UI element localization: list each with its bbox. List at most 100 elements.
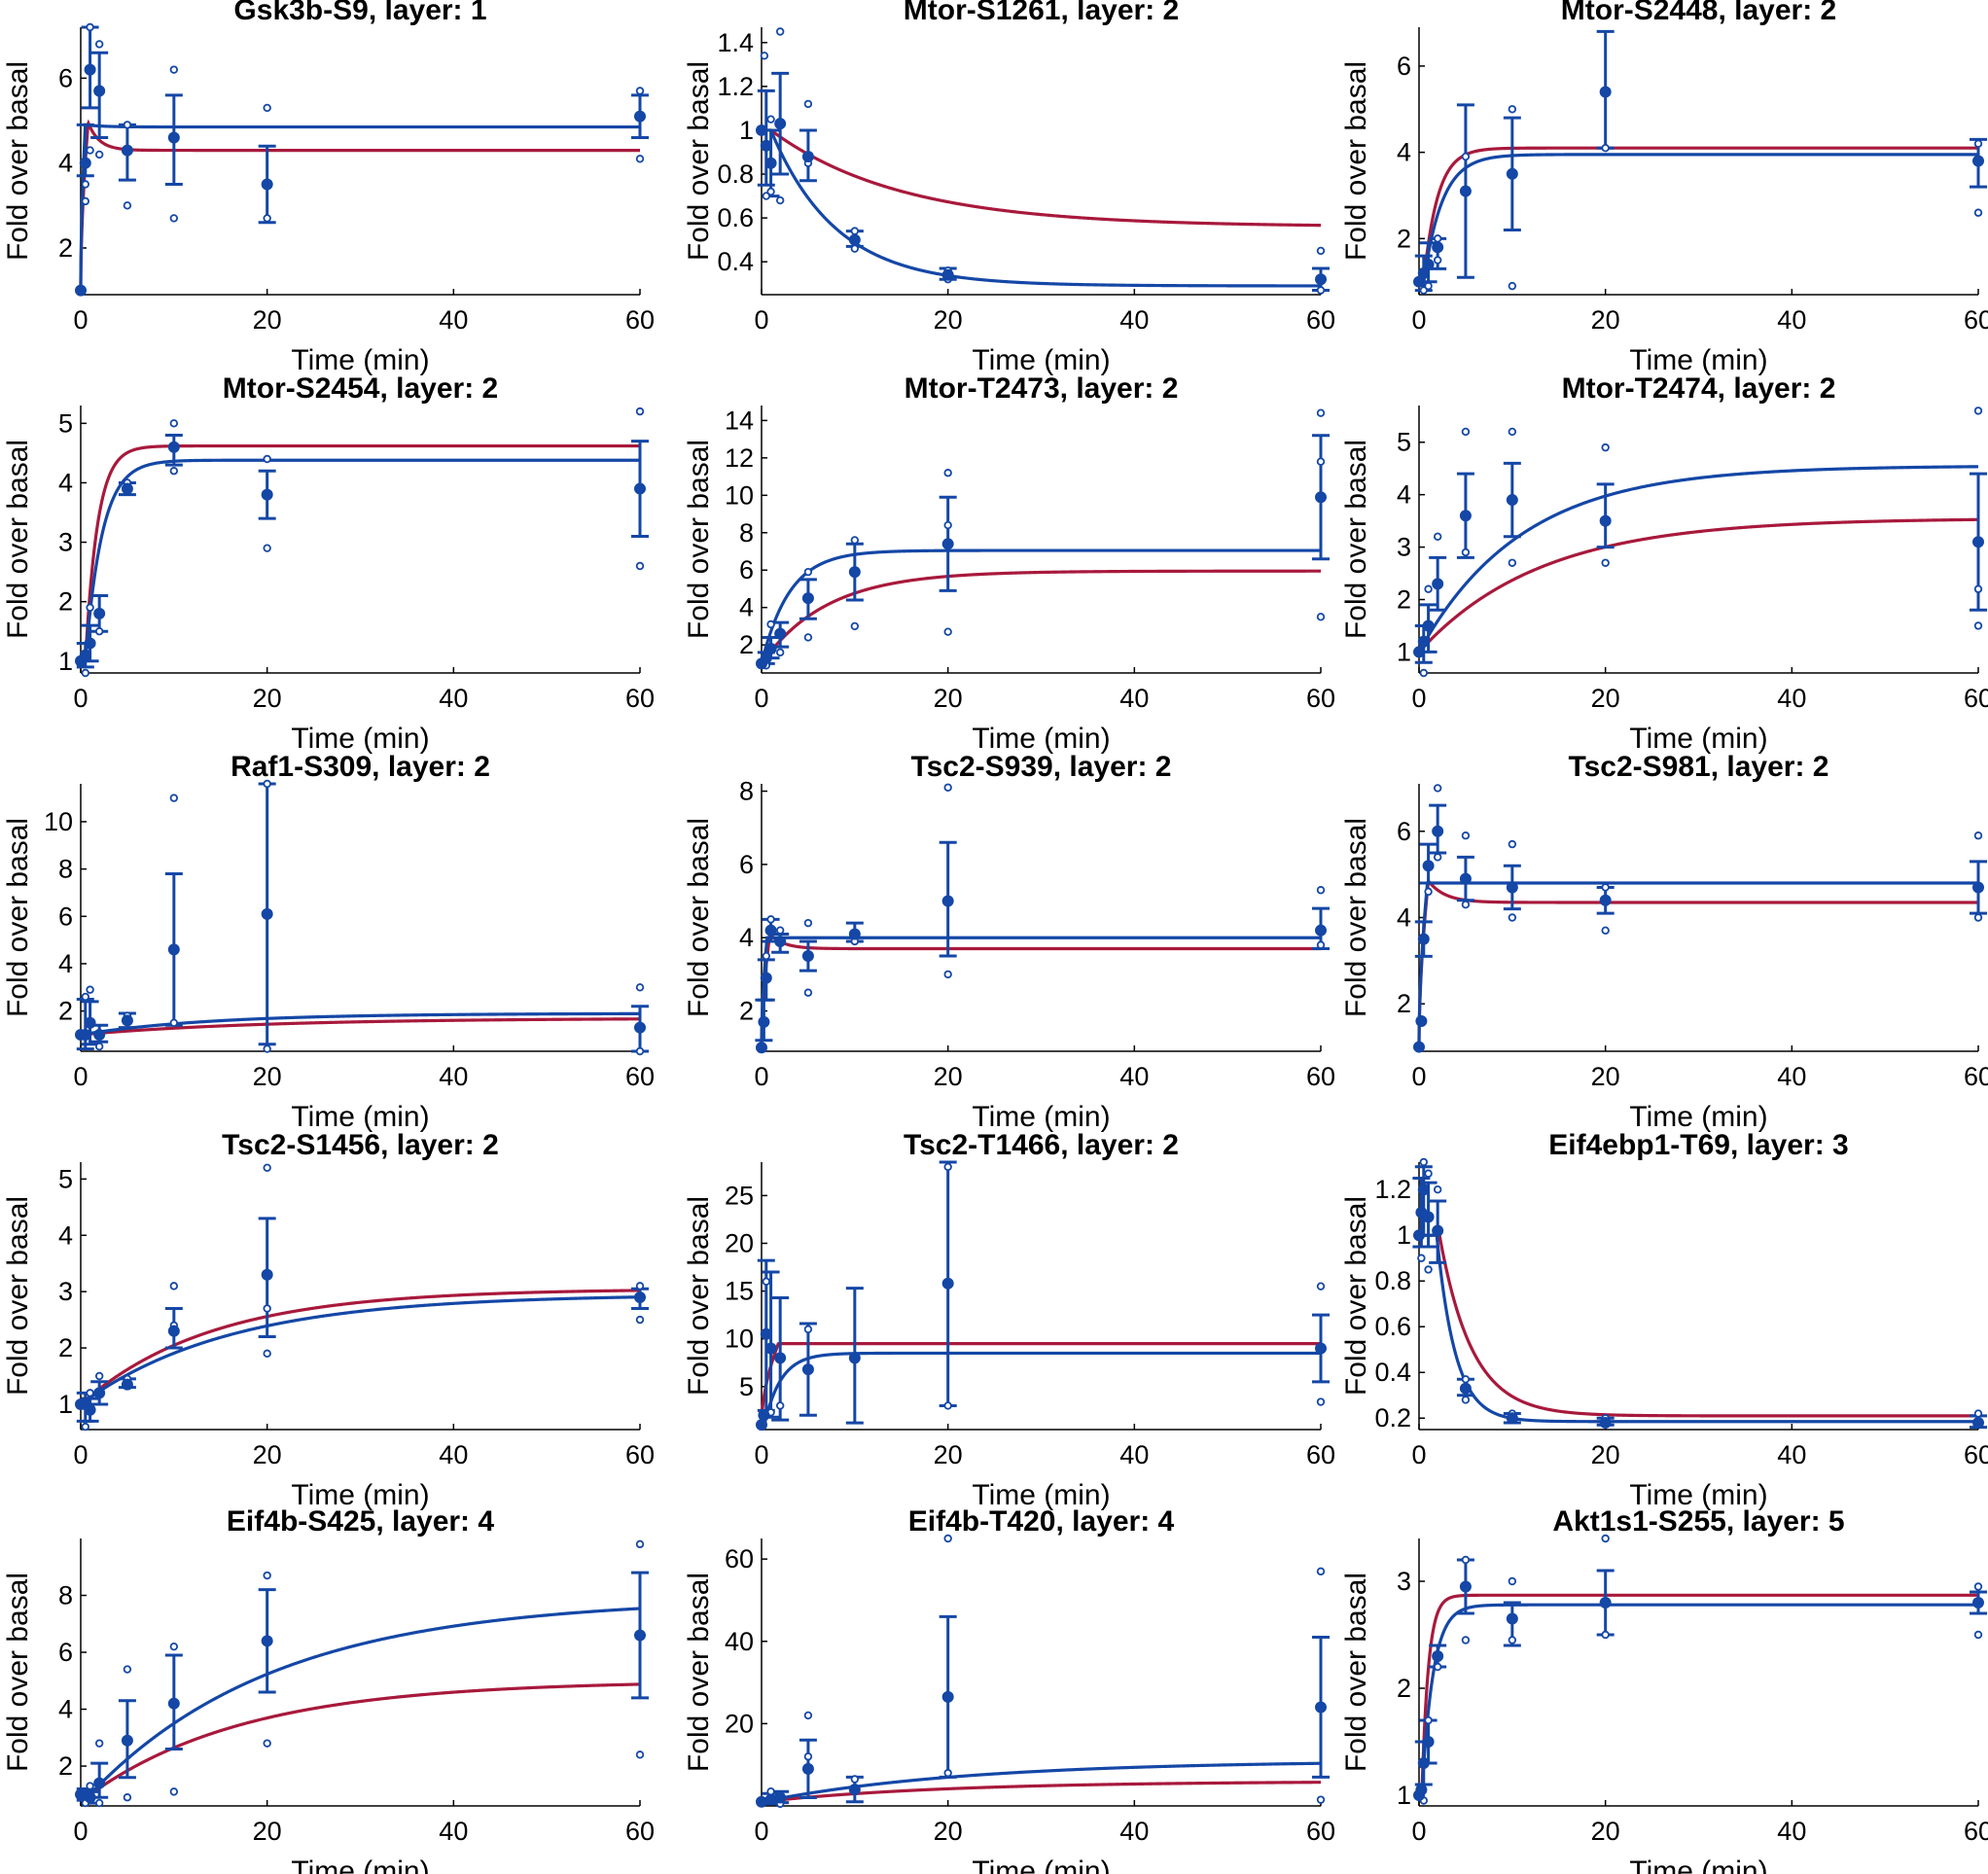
- replicate-point: [850, 227, 860, 235]
- mean-point: [1432, 578, 1444, 590]
- mean-point: [1506, 1612, 1518, 1625]
- replicate-point: [94, 150, 104, 159]
- replicate-point: [169, 214, 179, 223]
- mean-point: [93, 1777, 106, 1789]
- replicate-point: [1461, 548, 1471, 557]
- y-tick-label: 5: [58, 408, 73, 438]
- chart-title: Mtor-S1261, layer: 2: [904, 0, 1179, 26]
- y-tick-label: 60: [725, 1544, 754, 1573]
- replicate-point: [169, 1642, 179, 1651]
- mean-point: [756, 124, 767, 136]
- replicate-point: [1433, 784, 1442, 793]
- replicate-point: [1424, 1169, 1433, 1178]
- mean-point: [121, 482, 133, 495]
- model-curve-blue: [79, 123, 640, 291]
- replicate-point: [94, 627, 104, 636]
- plot-area: [75, 1163, 649, 1432]
- y-tick-label: 2: [58, 587, 73, 617]
- mean-point: [1417, 933, 1430, 945]
- replicate-point: [1424, 1715, 1433, 1725]
- replicate-point: [1508, 427, 1517, 437]
- replicate-point: [86, 1782, 94, 1790]
- replicate-point: [1508, 1576, 1517, 1586]
- replicate-point: [1316, 886, 1326, 895]
- y-tick-label: 2: [1397, 1674, 1411, 1703]
- replicate-point: [775, 926, 785, 935]
- replicate-point: [169, 65, 179, 74]
- mean-point: [760, 972, 772, 984]
- mean-point: [1422, 1211, 1435, 1223]
- replicate-point: [1508, 913, 1517, 922]
- y-tick-label: 1: [1397, 1220, 1411, 1250]
- model-curve-red: [1419, 1233, 1978, 1418]
- mean-point: [121, 144, 133, 157]
- x-tick-label: 0: [1411, 305, 1426, 335]
- replicate-point: [943, 469, 952, 477]
- y-tick-label: 0.4: [1374, 1358, 1411, 1387]
- mean-point: [634, 1291, 646, 1303]
- mean-point: [1972, 881, 1984, 894]
- y-tick-label: 20: [725, 1709, 754, 1738]
- replicate-point: [1316, 1795, 1326, 1804]
- replicate-point: [1461, 900, 1471, 909]
- replicate-point: [1461, 1396, 1471, 1404]
- replicate-point: [1973, 621, 1983, 630]
- y-tick-label: 14: [725, 406, 754, 435]
- mean-point: [79, 649, 91, 661]
- x-tick-label: 0: [1411, 1440, 1426, 1469]
- y-axis-label: Fold over basal: [1340, 61, 1372, 261]
- model-curve-blue: [79, 1295, 641, 1406]
- y-axis-label: Fold over basal: [1340, 1573, 1372, 1772]
- mean-point: [167, 943, 180, 956]
- x-tick-label: 0: [73, 1817, 88, 1846]
- mean-point: [1972, 536, 1984, 548]
- y-tick-label: 6: [739, 555, 754, 584]
- x-tick-label: 60: [1964, 1440, 1988, 1469]
- replicate-point: [81, 992, 89, 1002]
- x-tick-label: 60: [1306, 684, 1335, 713]
- replicate-point: [86, 603, 94, 612]
- replicate-point: [803, 988, 813, 997]
- replicate-point: [803, 1752, 813, 1761]
- y-tick-label: 2: [1397, 989, 1411, 1018]
- model-curve-blue: [1419, 1603, 1978, 1797]
- x-tick-label: 0: [73, 305, 88, 335]
- x-axis-label: Time (min): [972, 344, 1110, 376]
- replicate-point: [123, 1665, 132, 1674]
- mean-point: [1599, 514, 1612, 527]
- replicate-point: [263, 1739, 271, 1748]
- model-curve-red: [760, 569, 1321, 665]
- y-tick-label: 6: [1397, 817, 1411, 846]
- x-tick-label: 0: [754, 305, 768, 335]
- y-tick-label: 6: [58, 63, 73, 92]
- x-tick-label: 40: [1119, 1817, 1149, 1846]
- replicate-point: [635, 1046, 645, 1056]
- y-axis-label: Fold over basal: [2, 61, 34, 261]
- mean-point: [760, 652, 772, 664]
- y-tick-label: 2: [58, 1333, 73, 1362]
- replicate-point: [1433, 1662, 1442, 1672]
- plot-area: [75, 407, 649, 678]
- mean-point: [167, 1325, 180, 1337]
- mean-point: [634, 482, 646, 495]
- x-tick-label: 20: [253, 684, 282, 713]
- replicate-point: [1973, 407, 1983, 415]
- mean-point: [1972, 1416, 1984, 1429]
- replicate-point: [775, 648, 785, 657]
- chart-title: Akt1s1-S255, layer: 5: [1552, 1505, 1844, 1538]
- x-tick-label: 60: [1964, 1817, 1988, 1846]
- replicate-point: [635, 155, 645, 163]
- replicate-point: [123, 1793, 132, 1802]
- replicate-point: [1601, 1534, 1610, 1543]
- mean-point: [1315, 273, 1327, 286]
- subplot-15: Akt1s1-S255, layer: 5 0 20 40 60 1 2 3 Time (min…: [1340, 1505, 1988, 1874]
- replicate-point: [169, 1018, 179, 1027]
- model-curve-red: [1419, 146, 1978, 284]
- replicate-point: [635, 561, 645, 571]
- mean-point: [1415, 1014, 1428, 1027]
- mean-point: [1422, 619, 1435, 632]
- x-tick-label: 20: [934, 1062, 963, 1091]
- replicate-point: [635, 1539, 645, 1549]
- mean-point: [261, 1635, 273, 1647]
- x-tick-label: 40: [1777, 684, 1806, 713]
